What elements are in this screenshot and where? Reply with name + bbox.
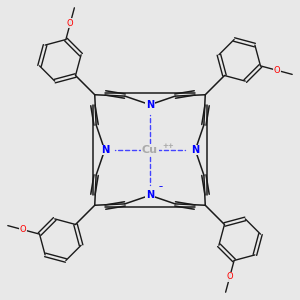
Text: O: O xyxy=(274,66,280,75)
Text: N: N xyxy=(146,190,154,200)
Text: O: O xyxy=(20,225,26,234)
Text: N: N xyxy=(191,145,200,155)
Text: O: O xyxy=(226,272,233,281)
Text: Cu: Cu xyxy=(142,145,158,155)
Text: ++: ++ xyxy=(163,143,174,149)
Text: N: N xyxy=(146,100,154,110)
Text: O: O xyxy=(67,19,74,28)
Text: $^{-}$: $^{-}$ xyxy=(158,184,164,190)
Text: ++: ++ xyxy=(163,143,174,149)
Text: N: N xyxy=(100,145,109,155)
Text: N: N xyxy=(191,145,200,155)
Text: N: N xyxy=(146,100,154,110)
Text: N: N xyxy=(100,145,109,155)
Text: $^{-}$: $^{-}$ xyxy=(158,184,164,190)
Text: Cu: Cu xyxy=(142,145,158,155)
Text: N: N xyxy=(146,190,154,200)
